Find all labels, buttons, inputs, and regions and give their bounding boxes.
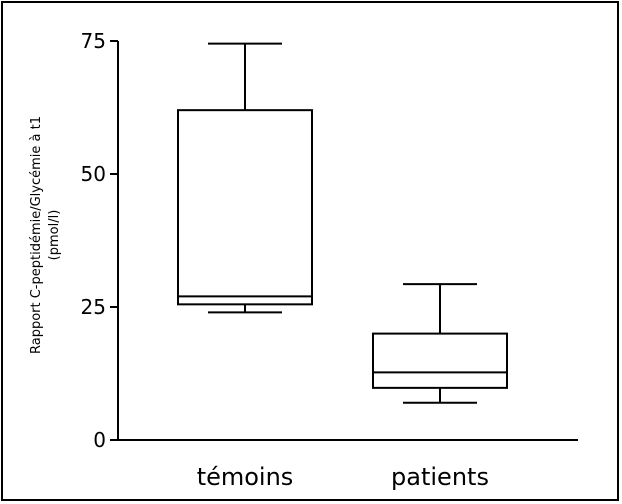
box-1 bbox=[177, 42, 313, 314]
y-axis-title-line1: Rapport C-peptidémie/Glycémie à t1 bbox=[29, 116, 44, 354]
y-axis-title-line2: (pmol/l) bbox=[47, 210, 62, 261]
y-axis-title: Rapport C-peptidémie/Glycémie à t1 (pmol… bbox=[29, 116, 62, 354]
iqr-box bbox=[177, 109, 313, 306]
x-category-label: témoins bbox=[197, 463, 294, 491]
y-tick-label: 25 bbox=[81, 295, 106, 319]
iqr-box bbox=[372, 332, 508, 389]
y-tick-label: 75 bbox=[81, 29, 106, 53]
axes bbox=[117, 41, 578, 441]
y-tick-label: 50 bbox=[81, 162, 106, 186]
boxes bbox=[177, 42, 508, 404]
x-category-label: patients bbox=[391, 463, 489, 491]
x-category-labels: témoins patients bbox=[197, 463, 489, 491]
y-ticks: 0 25 50 75 bbox=[81, 29, 118, 452]
box-2 bbox=[372, 283, 508, 404]
y-tick-label: 0 bbox=[93, 428, 106, 452]
